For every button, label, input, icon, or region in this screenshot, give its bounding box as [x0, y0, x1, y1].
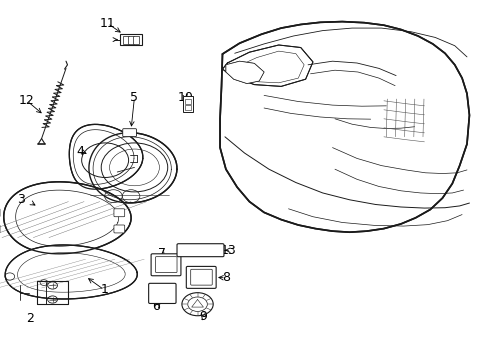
- FancyBboxPatch shape: [122, 129, 136, 136]
- Polygon shape: [225, 61, 264, 84]
- FancyBboxPatch shape: [183, 96, 193, 112]
- Text: 8: 8: [222, 271, 229, 284]
- Polygon shape: [89, 133, 177, 203]
- Text: 11: 11: [100, 17, 115, 30]
- FancyBboxPatch shape: [151, 254, 181, 276]
- Text: 6: 6: [152, 300, 160, 313]
- Text: 4: 4: [77, 145, 84, 158]
- Text: 13: 13: [221, 244, 236, 257]
- Text: 12: 12: [19, 94, 35, 107]
- FancyBboxPatch shape: [177, 244, 224, 257]
- FancyBboxPatch shape: [114, 225, 124, 233]
- FancyBboxPatch shape: [148, 283, 176, 303]
- Text: 10: 10: [178, 91, 193, 104]
- FancyBboxPatch shape: [132, 36, 139, 44]
- FancyBboxPatch shape: [120, 34, 142, 45]
- FancyBboxPatch shape: [185, 105, 191, 110]
- Polygon shape: [222, 45, 312, 86]
- Polygon shape: [220, 22, 468, 232]
- FancyBboxPatch shape: [186, 266, 216, 288]
- Text: 1: 1: [100, 283, 108, 296]
- FancyBboxPatch shape: [127, 36, 134, 44]
- FancyBboxPatch shape: [190, 269, 212, 285]
- FancyBboxPatch shape: [155, 257, 177, 273]
- Polygon shape: [69, 125, 142, 189]
- Polygon shape: [5, 245, 137, 299]
- Text: 2: 2: [26, 312, 34, 325]
- Polygon shape: [4, 182, 131, 254]
- Text: 5: 5: [130, 91, 138, 104]
- Text: 3: 3: [17, 193, 24, 206]
- FancyBboxPatch shape: [122, 36, 129, 44]
- FancyBboxPatch shape: [185, 99, 191, 104]
- FancyBboxPatch shape: [114, 209, 124, 217]
- Text: 9: 9: [199, 310, 206, 323]
- Text: 7: 7: [158, 247, 166, 260]
